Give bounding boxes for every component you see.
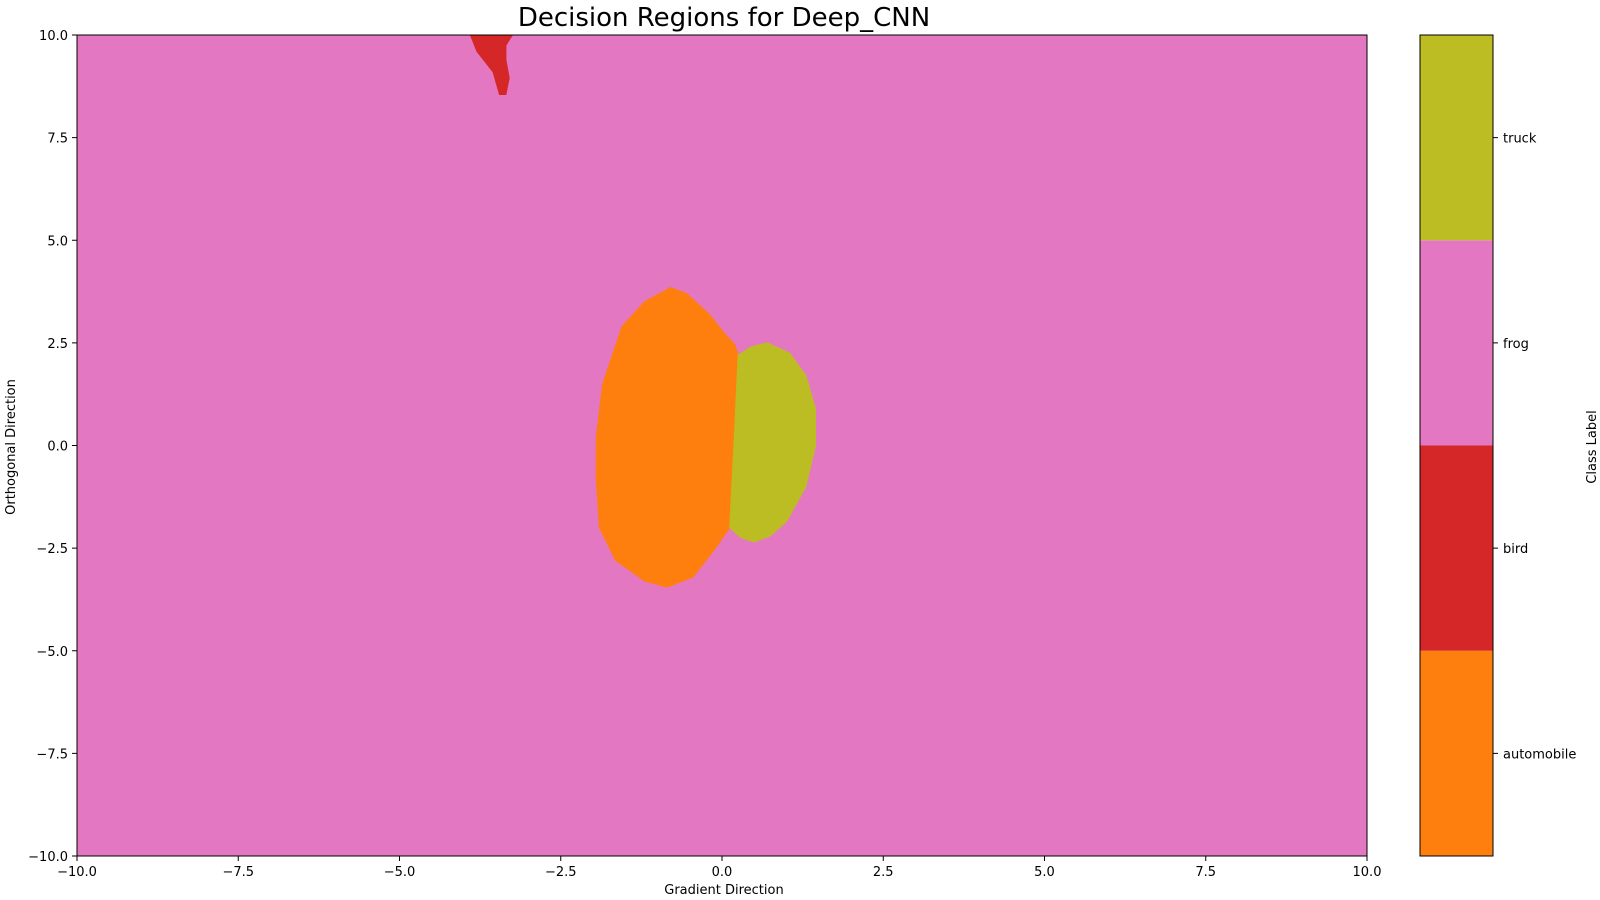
y-tick-label: −7.5 xyxy=(36,747,68,762)
y-tick-label: 0.0 xyxy=(47,440,68,455)
x-tick-label: 5.0 xyxy=(1034,865,1055,880)
x-tick-label: 2.5 xyxy=(873,865,894,880)
colorbar-frame xyxy=(1419,34,1494,857)
x-axis-label: Gradient Direction xyxy=(664,883,783,898)
y-tick-label: −2.5 xyxy=(36,542,68,557)
x-tick-label: −7.5 xyxy=(222,865,254,880)
colorbar-swatch-bird xyxy=(1420,445,1493,651)
y-tick-label: 2.5 xyxy=(47,337,68,352)
x-tick-label: −5.0 xyxy=(384,865,416,880)
y-tick-label: 7.5 xyxy=(47,132,68,147)
colorbar: automobile bird frog truck xyxy=(1419,34,1576,857)
x-tick-label: 0.0 xyxy=(712,865,733,880)
decision-regions xyxy=(77,34,1367,856)
colorbar-swatch-truck xyxy=(1420,35,1493,241)
colorbar-tick-label-bird: bird xyxy=(1503,542,1528,557)
y-tick-label: 10.0 xyxy=(39,29,68,44)
region-truck-2 xyxy=(729,342,816,543)
y-tick-label: −10.0 xyxy=(28,850,68,865)
x-tick-label: −10.0 xyxy=(57,865,97,880)
colorbar-swatch-frog xyxy=(1420,240,1493,446)
y-axis-ticks: −10.0 −7.5 −5.0 −2.5 0.0 2.5 5.0 7.5 10.0 xyxy=(28,29,77,865)
x-tick-label: 7.5 xyxy=(1195,865,1216,880)
colorbar-tick-label-frog: frog xyxy=(1503,337,1529,352)
colorbar-tick-label-automobile: automobile xyxy=(1503,747,1576,762)
colorbar-label: Class Label xyxy=(1585,410,1600,483)
x-axis-ticks: −10.0 −7.5 −5.0 −2.5 0.0 2.5 5.0 7.5 10.0 xyxy=(57,856,1381,880)
chart-title: Decision Regions for Deep_CNN xyxy=(518,3,930,33)
x-tick-label: −2.5 xyxy=(545,865,577,880)
x-tick-label: 10.0 xyxy=(1353,865,1382,880)
region-automobile-1 xyxy=(595,286,739,588)
colorbar-tick-label-truck: truck xyxy=(1503,132,1537,147)
y-axis-label: Orthogonal Direction xyxy=(4,379,19,515)
y-tick-label: 5.0 xyxy=(47,234,68,249)
y-tick-label: −5.0 xyxy=(36,645,68,660)
colorbar-swatch-automobile xyxy=(1420,650,1493,856)
